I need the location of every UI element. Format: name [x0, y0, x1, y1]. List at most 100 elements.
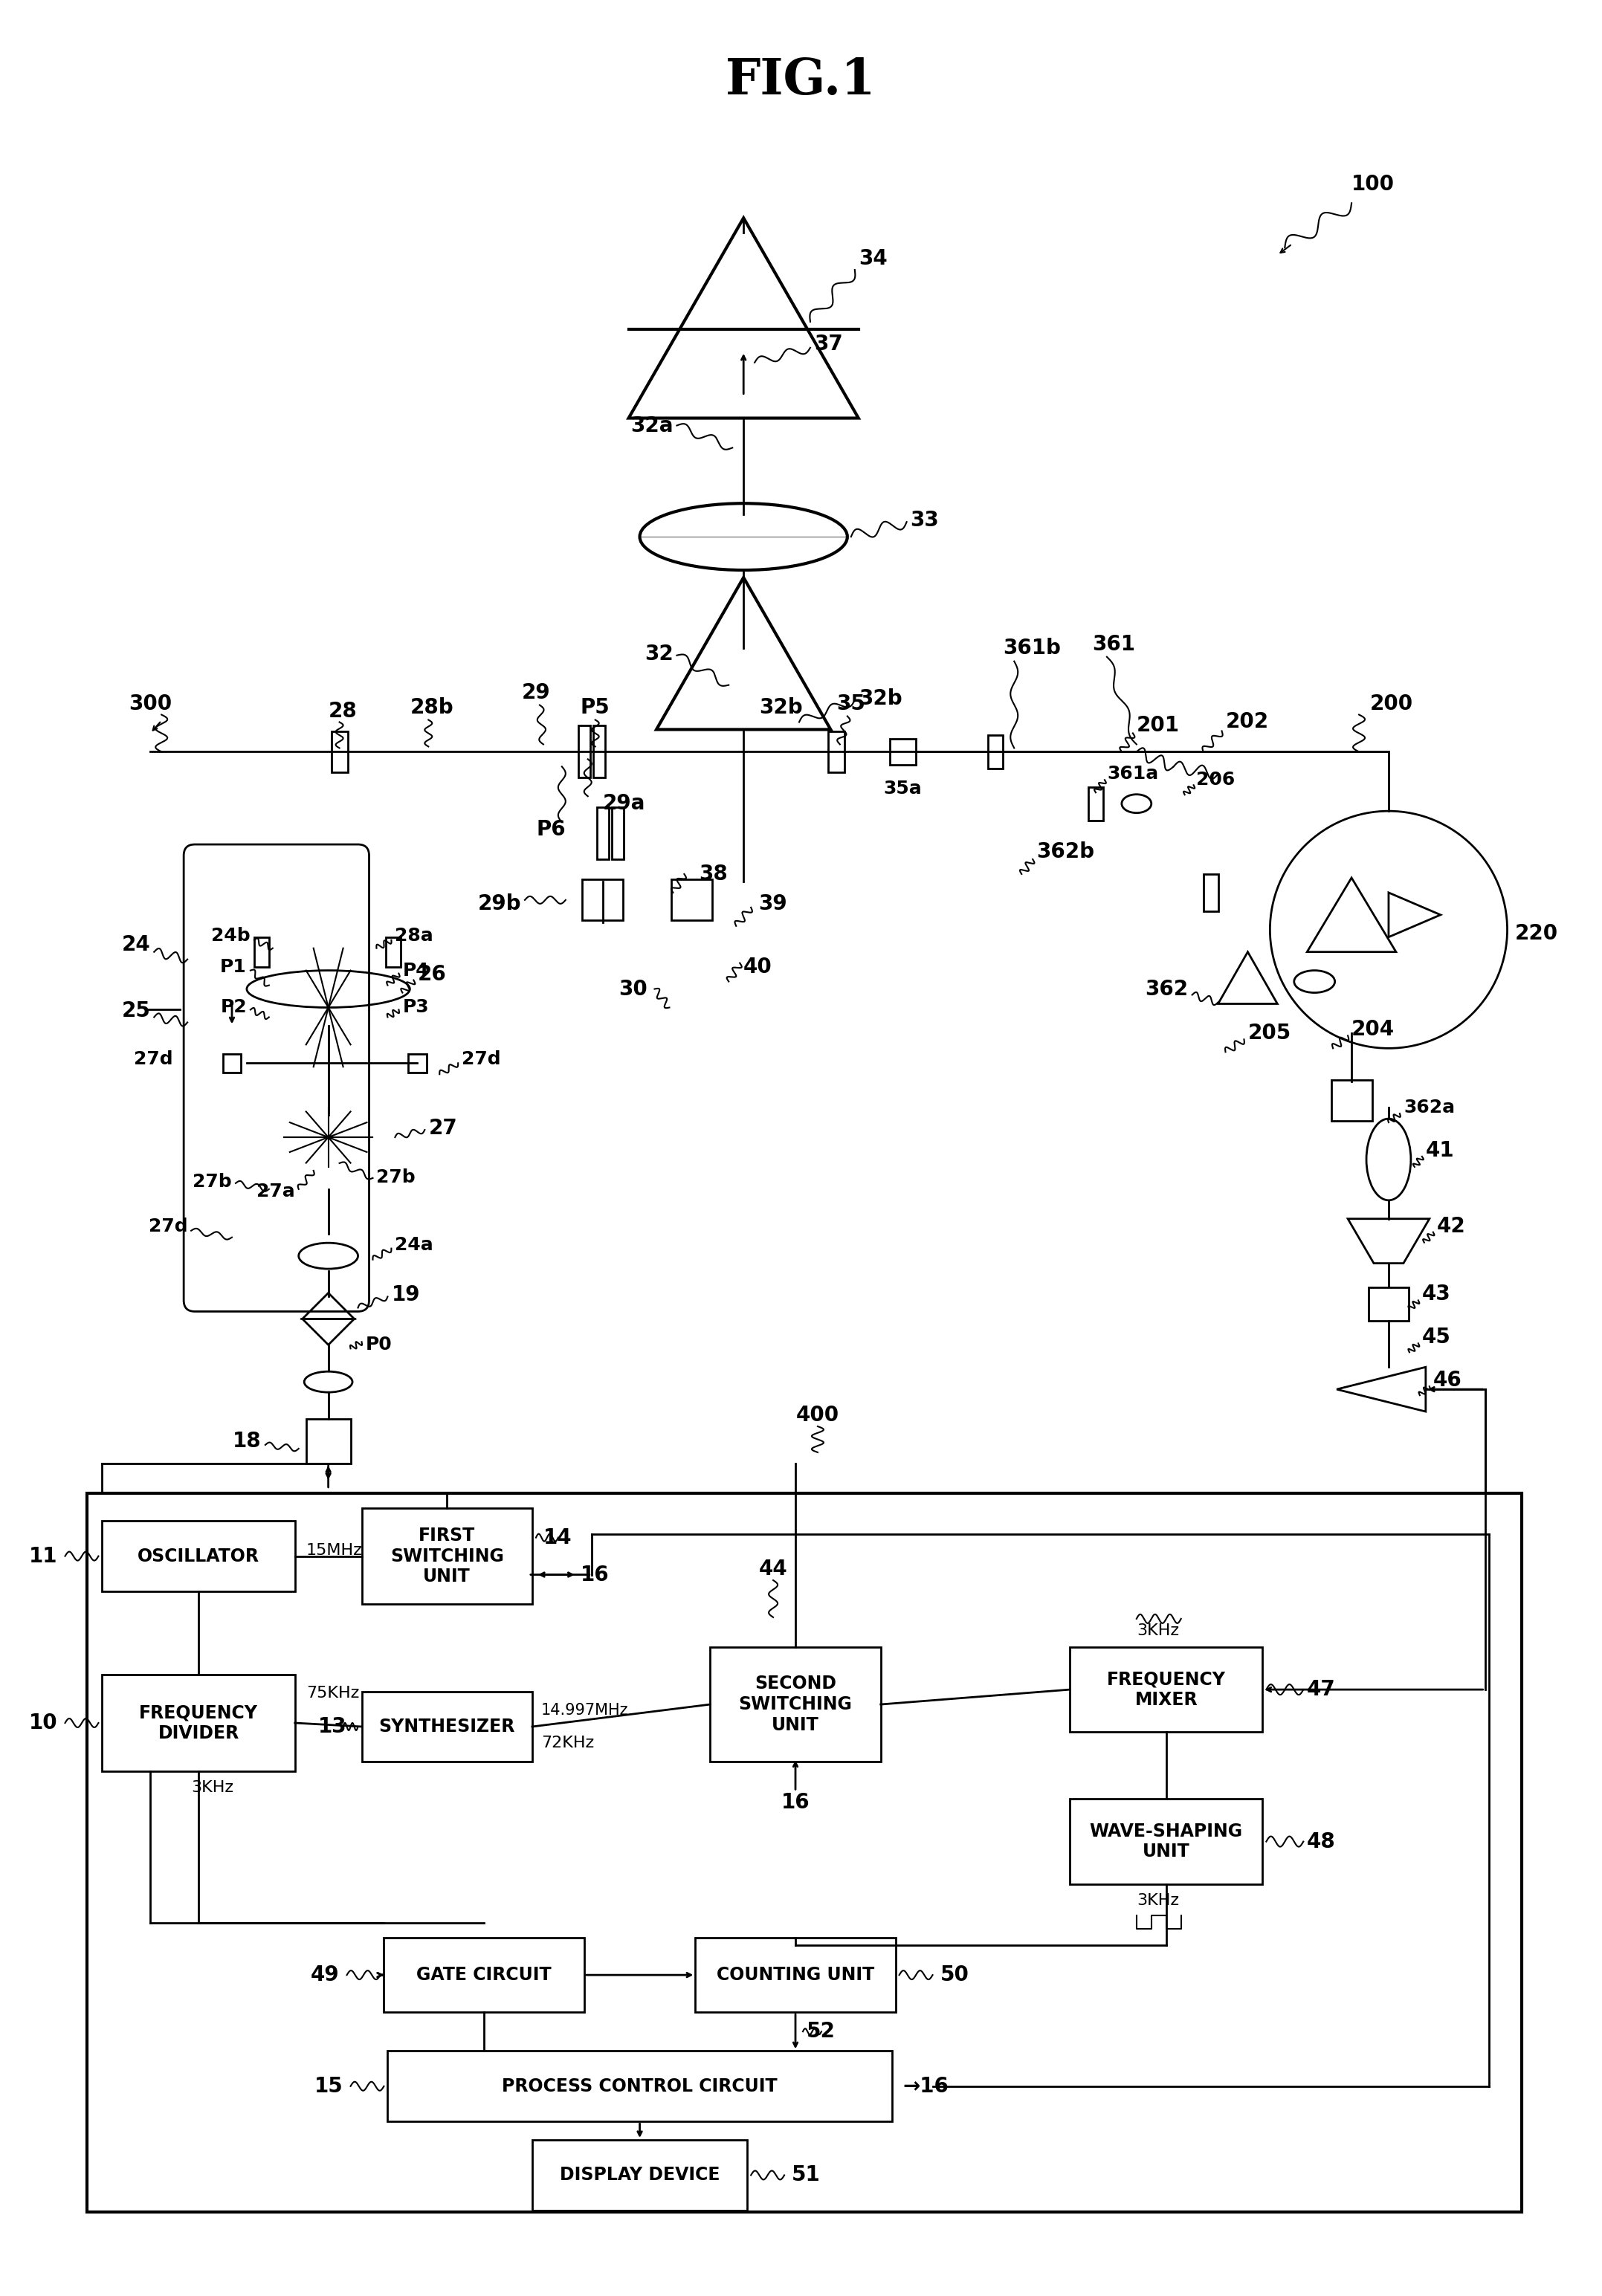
Text: 41: 41 [1426, 1141, 1455, 1162]
Text: 361a: 361a [1107, 765, 1158, 783]
Bar [578, 726, 590, 778]
Text: 27a: 27a [256, 1182, 295, 1201]
Text: P5: P5 [580, 698, 610, 719]
Bar [593, 726, 606, 778]
Text: P1: P1 [219, 957, 247, 976]
Text: 205: 205 [1248, 1024, 1291, 1045]
Bar [1070, 1800, 1262, 1885]
Text: 29a: 29a [602, 792, 646, 815]
Bar [103, 1520, 295, 1591]
Text: 42: 42 [1437, 1217, 1466, 1238]
Text: 29b: 29b [477, 893, 521, 914]
Bar [671, 879, 711, 921]
Text: 362b: 362b [1036, 840, 1094, 863]
Text: 361: 361 [1093, 634, 1136, 654]
Text: 32b: 32b [759, 698, 803, 719]
Text: FREQUENCY
DIVIDER: FREQUENCY DIVIDER [139, 1704, 258, 1743]
Bar [1368, 1288, 1410, 1320]
Bar [695, 1938, 896, 2011]
Text: P6: P6 [537, 820, 566, 840]
Text: 35: 35 [836, 693, 865, 714]
Text: 18: 18 [232, 1430, 261, 1451]
Text: SYNTHESIZER: SYNTHESIZER [378, 1717, 516, 1736]
Text: 28: 28 [328, 700, 357, 721]
Bar [532, 2140, 747, 2211]
Bar [612, 808, 623, 859]
Bar [891, 739, 916, 765]
Bar [1088, 788, 1104, 820]
Text: 14.997MHz: 14.997MHz [541, 1704, 628, 1717]
Text: 19: 19 [391, 1286, 420, 1306]
Bar [255, 937, 269, 967]
Bar [388, 2050, 892, 2122]
Text: 15: 15 [314, 2076, 343, 2096]
Text: 34: 34 [859, 248, 888, 269]
Text: 3KHz: 3KHz [1136, 1894, 1179, 1908]
Text: 27: 27 [428, 1118, 457, 1139]
Bar [103, 1674, 295, 1770]
Text: 43: 43 [1423, 1283, 1451, 1304]
Text: SECOND
SWITCHING
UNIT: SECOND SWITCHING UNIT [739, 1674, 852, 1733]
Text: PROCESS CONTROL CIRCUIT: PROCESS CONTROL CIRCUIT [501, 2078, 777, 2096]
Text: 29: 29 [522, 682, 549, 703]
Text: 202: 202 [1226, 712, 1269, 732]
Text: 32b: 32b [859, 689, 902, 709]
Text: FIG.1: FIG.1 [726, 57, 876, 106]
Text: 44: 44 [759, 1559, 788, 1580]
Text: 33: 33 [910, 510, 939, 530]
Text: 27b: 27b [192, 1173, 232, 1192]
Text: 47: 47 [1307, 1678, 1336, 1699]
Text: P2: P2 [219, 999, 247, 1017]
Text: 24b: 24b [211, 928, 250, 944]
Bar [362, 1692, 532, 1761]
Text: 32: 32 [644, 643, 673, 664]
Text: 37: 37 [814, 333, 843, 354]
Text: 45: 45 [1423, 1327, 1451, 1348]
Text: OSCILLATOR: OSCILLATOR [138, 1548, 260, 1566]
Bar [332, 732, 348, 771]
Bar [1331, 1079, 1371, 1120]
Bar [386, 937, 400, 967]
Text: 38: 38 [698, 863, 727, 884]
Text: 27b: 27b [376, 1169, 415, 1187]
Text: 27d: 27d [133, 1052, 173, 1068]
Text: 204: 204 [1352, 1019, 1395, 1040]
Text: 27d: 27d [149, 1217, 187, 1235]
Text: 362a: 362a [1403, 1100, 1455, 1116]
Text: 220: 220 [1514, 923, 1557, 944]
Text: 46: 46 [1434, 1371, 1463, 1391]
Text: 28a: 28a [396, 928, 434, 944]
Text: WAVE-SHAPING
UNIT: WAVE-SHAPING UNIT [1089, 1823, 1243, 1860]
Bar [88, 1492, 1522, 2213]
Text: →16: →16 [904, 2076, 948, 2096]
Bar [582, 879, 623, 921]
Bar [362, 1508, 532, 1605]
Text: P4: P4 [402, 962, 429, 980]
Text: 40: 40 [743, 957, 772, 978]
Text: 14: 14 [543, 1527, 572, 1548]
Text: 32a: 32a [630, 416, 673, 436]
Text: 26: 26 [417, 964, 445, 985]
Bar [409, 1054, 426, 1072]
Bar [223, 1054, 242, 1072]
Text: 27d: 27d [461, 1052, 501, 1068]
Text: 25: 25 [122, 1001, 151, 1022]
Text: 100: 100 [1352, 174, 1395, 195]
Text: COUNTING UNIT: COUNTING UNIT [716, 1965, 875, 1984]
Text: FREQUENCY
MIXER: FREQUENCY MIXER [1107, 1669, 1226, 1708]
Text: P0: P0 [365, 1336, 392, 1355]
Text: 75KHz: 75KHz [306, 1685, 359, 1701]
Text: 16: 16 [580, 1564, 609, 1584]
Text: 72KHz: 72KHz [541, 1736, 594, 1750]
Text: 13: 13 [319, 1715, 348, 1738]
Text: 24a: 24a [396, 1235, 434, 1254]
Text: 200: 200 [1370, 693, 1413, 714]
Text: 28b: 28b [410, 698, 453, 719]
Text: 11: 11 [29, 1545, 58, 1566]
Text: 50: 50 [940, 1965, 969, 1986]
Text: 35a: 35a [884, 781, 923, 797]
Bar [596, 808, 609, 859]
Text: 48: 48 [1307, 1832, 1336, 1853]
Bar [988, 735, 1003, 769]
Bar [828, 732, 844, 771]
